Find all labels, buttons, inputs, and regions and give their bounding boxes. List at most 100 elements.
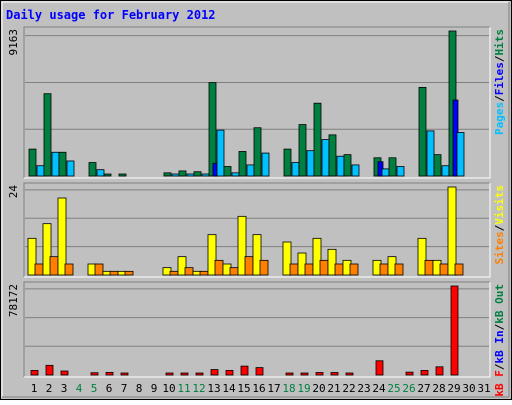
bar-pages-day-22 <box>351 164 360 177</box>
day-label-26: 26 <box>402 382 415 395</box>
panel-border-highlight <box>24 183 491 278</box>
y-max-label: 78172 <box>7 284 20 317</box>
bar-pages-day-12 <box>201 173 210 177</box>
day-label-27: 27 <box>417 382 430 395</box>
bar-hits-day-11 <box>178 170 187 177</box>
bar-kbytes-day-18 <box>285 372 294 376</box>
bar-sites-day-24 <box>379 263 389 276</box>
bar-kbytes-day-28 <box>435 366 444 376</box>
bar-pages-day-11 <box>186 173 195 177</box>
legend-entry: / <box>493 224 506 231</box>
day-label-9: 9 <box>151 382 158 395</box>
bar-pages-day-27 <box>426 130 435 177</box>
day-label-17: 17 <box>267 382 280 395</box>
day-label-22: 22 <box>342 382 355 395</box>
panel-background <box>24 282 490 377</box>
bar-sites-day-13 <box>214 259 224 276</box>
bar-kbytes-day-16 <box>255 367 264 376</box>
legend-entry: / <box>493 55 506 62</box>
bar-kbytes-day-14 <box>225 370 234 376</box>
bar-sites-day-20 <box>319 259 329 276</box>
bar-hits-day-16 <box>253 127 262 177</box>
bar-pages-day-2 <box>51 151 60 177</box>
bar-sites-day-16 <box>259 259 269 276</box>
bar-hits-day-7 <box>118 173 127 177</box>
bar-hits-day-1 <box>28 148 37 177</box>
bar-sites-day-11 <box>184 267 194 276</box>
bar-kbytes-day-24 <box>375 360 384 376</box>
bar-visits-day-1 <box>27 237 37 276</box>
bar-kbytes-day-22 <box>345 372 354 376</box>
bar-hits-day-28 <box>433 154 442 177</box>
bar-pages-day-15 <box>246 164 255 177</box>
bar-pages-day-29 <box>456 132 465 177</box>
bar-visits-day-20 <box>312 237 322 276</box>
day-label-15: 15 <box>237 382 250 395</box>
bar-visits-day-2 <box>42 223 52 276</box>
day-label-8: 8 <box>136 382 143 395</box>
bar-kbytes-day-3 <box>60 370 69 376</box>
day-label-4: 4 <box>76 382 83 395</box>
bar-kbytes-day-29 <box>450 285 459 376</box>
panel-kbytes: 78172 kB F/kB In/kB Out <box>7 281 506 397</box>
bar-kbytes-day-2 <box>45 364 54 376</box>
bar-pages-day-19 <box>306 150 315 177</box>
bar-kbytes-day-27 <box>420 370 429 376</box>
bar-pages-day-5 <box>96 169 105 177</box>
day-label-14: 14 <box>222 382 236 395</box>
bar-sites-day-29 <box>454 263 464 276</box>
y-max-label: 9163 <box>7 29 20 56</box>
bar-pages-day-25 <box>396 166 405 177</box>
panel-border-shadow <box>23 281 490 377</box>
bar-hits-day-18 <box>283 148 292 177</box>
bar-sites-day-5 <box>94 263 104 276</box>
day-label-7: 7 <box>121 382 128 395</box>
day-label-31: 31 <box>477 382 490 395</box>
bar-sites-day-14 <box>229 267 239 276</box>
bar-hits-day-20 <box>313 102 322 177</box>
bar-hits-day-10 <box>163 172 172 177</box>
day-label-13: 13 <box>207 382 220 395</box>
bar-pages-day-24 <box>381 168 390 177</box>
bar-kbytes-day-5 <box>90 372 99 376</box>
chart-title: Daily usage for February 2012 <box>6 8 216 22</box>
day-label-24: 24 <box>372 382 386 395</box>
bar-kbytes-day-26 <box>405 371 414 376</box>
bar-hits-day-13 <box>208 82 217 177</box>
bar-hits-day-21 <box>328 134 337 177</box>
bar-pages-day-10 <box>171 173 180 177</box>
legend-entry: kB F <box>493 370 506 397</box>
legend-entry: Files <box>493 62 506 95</box>
bar-pages-day-13 <box>216 129 225 177</box>
legend-entry: kB Out <box>493 284 506 324</box>
bar-sites-day-10 <box>169 270 179 276</box>
bar-hits-day-14 <box>223 166 232 177</box>
bar-pages-day-18 <box>291 162 300 177</box>
bar-sites-day-2 <box>49 256 59 276</box>
bar-kbytes-day-12 <box>195 372 204 376</box>
bar-kbytes-day-19 <box>300 372 309 376</box>
bar-sites-day-27 <box>424 259 434 276</box>
bar-sites-day-18 <box>289 263 299 276</box>
bar-hits-day-12 <box>193 171 202 177</box>
bar-visits-day-15 <box>237 215 247 276</box>
day-label-6: 6 <box>106 382 113 395</box>
legend-entry: Visits <box>493 185 506 225</box>
panel-border-highlight <box>24 282 491 378</box>
panel-legend: kB F/kB In/kB Out <box>493 284 506 397</box>
bar-hits-day-2 <box>43 93 52 177</box>
day-label-29: 29 <box>447 382 460 395</box>
bar-visits-day-11 <box>177 256 187 276</box>
legend-entry: Pages <box>493 102 506 135</box>
day-label-28: 28 <box>432 382 445 395</box>
frame-highlight <box>1 1 509 397</box>
day-label-21: 21 <box>327 382 340 395</box>
bar-sites-day-25 <box>394 263 404 276</box>
bar-pages-day-20 <box>321 139 330 177</box>
bar-pages-day-3 <box>66 160 75 177</box>
day-label-11: 11 <box>177 382 190 395</box>
day-label-25: 25 <box>387 382 400 395</box>
